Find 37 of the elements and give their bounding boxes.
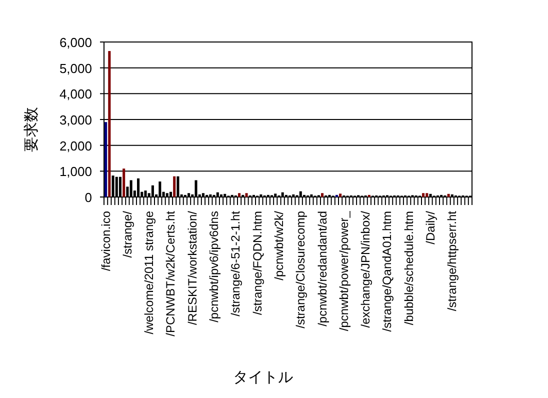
bar (339, 194, 342, 197)
y-tick-label: 1,000 (59, 164, 92, 180)
bar (321, 193, 324, 197)
y-tick-label: 5,000 (59, 60, 92, 76)
bar (426, 193, 428, 197)
bar (108, 51, 111, 197)
x-tick-label: /welcome/2011 strange (142, 210, 156, 334)
bar (245, 193, 248, 197)
x-tick-label: /strange/ (120, 210, 134, 258)
x-tick-label: /RESKIT/workstation/ (185, 210, 200, 326)
x-tick-label: /strange/FQDN.htm (250, 211, 264, 316)
y-tick-label: 3,000 (59, 112, 92, 128)
x-tick-label: /favicon.ico (98, 210, 113, 272)
x-tick-label: /pcnwbt/w2k/ (272, 210, 286, 280)
bar (447, 194, 450, 197)
bar (122, 168, 126, 197)
x-tick-label: /strange/httpserr.ht (445, 210, 460, 312)
x-tick-label: /pcnwbt/power/power_ (336, 210, 351, 332)
bar (238, 193, 241, 197)
y-tick-label: 0 (84, 190, 92, 205)
x-tick-label: /strange/QandA01.htm (380, 211, 394, 332)
x-tick-label: /exchange/JPN/inbox/ (358, 210, 373, 328)
x-tick-label: /strange/Closurecomp (294, 210, 308, 328)
x-tick-label: /pcnwbt/ipv6/ipv6dns (207, 211, 222, 322)
bar (104, 122, 108, 197)
x-tick-label: /PCNWBT/w2k/Certs.ht (164, 210, 178, 336)
bar (173, 176, 176, 197)
x-axis-title: タイトル (233, 369, 293, 386)
y-axis-title: 要求数 (23, 107, 40, 152)
y-tick-label: 4,000 (59, 86, 92, 102)
x-tick-label: /strange/6-51-2-1.ht (228, 210, 243, 316)
bar (422, 193, 425, 197)
y-tick-label: 6,000 (59, 35, 92, 50)
x-tick-label: /pcnwbt/redandant/ad (315, 211, 330, 326)
x-tick-label: /Daily/ (424, 210, 438, 244)
x-tick-label: /bubble/schedule.htm (402, 211, 416, 326)
y-tick-label: 2,000 (59, 138, 92, 154)
